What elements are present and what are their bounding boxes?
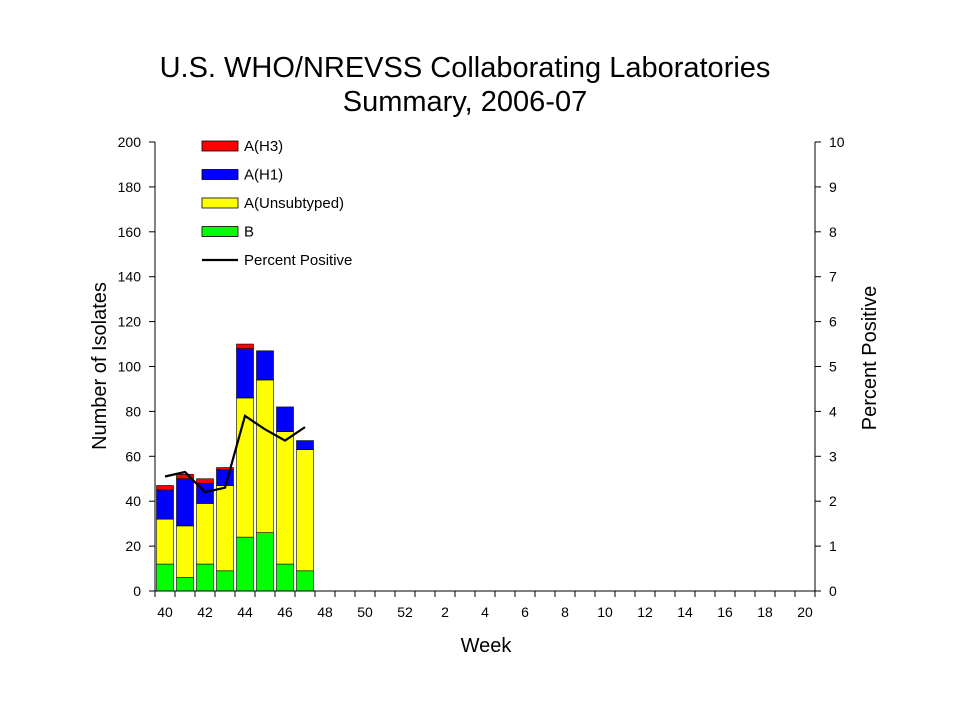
legend-label-b: B — [244, 224, 254, 241]
x-tick-label: 20 — [797, 604, 813, 620]
bar-segment-b-week-43 — [216, 570, 234, 592]
legend-swatch-a-unsubtyped — [201, 197, 239, 209]
bar-segment-a-unsubtyped-week-46 — [276, 431, 294, 565]
bar-segment-b-week-40 — [156, 563, 174, 592]
x-tick-label: 48 — [317, 604, 333, 620]
x-ticks: 40 42 44 46 48 50 52 2 4 6 8 10 12 14 16 18 20 — [154, 591, 816, 620]
x-tick-label: 16 — [717, 604, 733, 620]
percent-positive-line — [164, 414, 306, 494]
y2-tick-label: 1 — [829, 538, 837, 554]
legend-swatch-b — [201, 226, 239, 237]
left-y-ticks: 0 20 40 60 80 100 120 140 160 180 200 — [118, 134, 155, 599]
x-tick-label: 14 — [677, 604, 693, 620]
y-tick-label: 120 — [118, 314, 142, 330]
x-tick-label: 12 — [637, 604, 653, 620]
legend-label-a-h3: A(H3) — [244, 138, 283, 155]
bar-segment-a-unsubtyped-week-40 — [156, 518, 174, 565]
y2-tick-label: 5 — [829, 359, 837, 375]
y-tick-label: 60 — [125, 448, 141, 464]
y2-tick-label: 8 — [829, 224, 837, 240]
x-tick-label: 4 — [481, 604, 489, 620]
legend: A(H3) A(H1) A(Unsubtyped) B Percent Positive — [201, 138, 352, 269]
x-tick-label: 40 — [157, 604, 173, 620]
y2-tick-label: 9 — [829, 179, 837, 195]
bar-segment-b-week-44 — [236, 536, 254, 592]
bar-segment-a-unsubtyped-week-43 — [216, 485, 234, 572]
bar-segment-b-week-41 — [176, 577, 194, 592]
bar-segment-a-h1-week-41 — [176, 478, 194, 527]
x-axis-label: Week — [461, 635, 513, 657]
bar-segment-a-unsubtyped-week-42 — [196, 503, 214, 565]
bar-segment-a-h1-week-47 — [296, 440, 314, 450]
y-tick-label: 80 — [125, 403, 141, 419]
y-tick-label: 20 — [125, 538, 141, 554]
y2-tick-label: 6 — [829, 314, 837, 330]
x-tick-label: 18 — [757, 604, 773, 620]
bar-segment-a-h1-week-43 — [216, 469, 234, 486]
bar-segment-a-h1-week-45 — [256, 350, 274, 381]
x-tick-label: 10 — [597, 604, 613, 620]
bar-segment-a-h1-week-46 — [276, 406, 294, 432]
x-tick-label: 44 — [237, 604, 253, 620]
y-tick-label: 140 — [118, 269, 142, 285]
x-tick-label: 2 — [441, 604, 449, 620]
bar-segment-a-h3-week-41 — [176, 473, 194, 480]
bar-segment-a-h1-week-40 — [156, 489, 174, 520]
bar-segment-a-h3-week-44 — [236, 343, 254, 349]
x-tick-label: 8 — [561, 604, 569, 620]
percent-positive-layer — [164, 414, 306, 494]
y-tick-label: 160 — [118, 224, 142, 240]
chart-subtitle: Summary, 2006-07 — [343, 86, 587, 118]
bar-segment-a-unsubtyped-week-41 — [176, 525, 194, 578]
y2-axis-label: Percent Positive — [859, 286, 881, 431]
bar-segment-a-h3-week-40 — [156, 485, 174, 491]
bars — [156, 343, 314, 592]
legend-label-a-unsubtyped: A(Unsubtyped) — [244, 195, 344, 212]
bar-segment-a-unsubtyped-week-45 — [256, 379, 274, 533]
bar-segment-a-h1-week-44 — [236, 348, 254, 399]
bar-segment-a-h3-week-42 — [196, 478, 214, 484]
bar-segment-a-h3-week-43 — [216, 467, 234, 471]
y2-tick-label: 0 — [829, 583, 837, 599]
legend-label-percent-positive: Percent Positive — [244, 252, 352, 269]
bar-segment-b-week-47 — [296, 570, 314, 592]
bar-segment-b-week-42 — [196, 563, 214, 592]
y2-tick-label: 3 — [829, 448, 837, 464]
legend-swatch-a-h1 — [201, 169, 239, 180]
chart-title: U.S. WHO/NREVSS Collaborating Laboratori… — [160, 52, 771, 84]
y2-tick-label: 7 — [829, 269, 837, 285]
y-tick-label: 100 — [118, 359, 142, 375]
bar-segment-b-week-45 — [256, 532, 274, 592]
x-tick-label: 50 — [357, 604, 373, 620]
y-tick-label: 180 — [118, 179, 142, 195]
y-tick-label: 200 — [118, 134, 142, 150]
right-y-ticks: 0 1 2 3 4 5 6 7 8 9 10 — [815, 134, 845, 599]
bar-segment-b-week-46 — [276, 563, 294, 592]
x-tick-label: 46 — [277, 604, 293, 620]
y-axis-label: Number of Isolates — [89, 282, 111, 450]
y-tick-label: 0 — [133, 583, 141, 599]
y2-tick-label: 2 — [829, 493, 837, 509]
x-tick-label: 42 — [197, 604, 213, 620]
y2-tick-label: 10 — [829, 134, 845, 150]
x-tick-label: 52 — [397, 604, 413, 620]
x-tick-label: 6 — [521, 604, 529, 620]
y2-tick-label: 4 — [829, 403, 837, 419]
legend-swatch-a-h3 — [201, 140, 239, 152]
legend-label-a-h1: A(H1) — [244, 167, 283, 184]
y-tick-label: 40 — [125, 493, 141, 509]
bar-segment-a-unsubtyped-week-47 — [296, 449, 314, 572]
